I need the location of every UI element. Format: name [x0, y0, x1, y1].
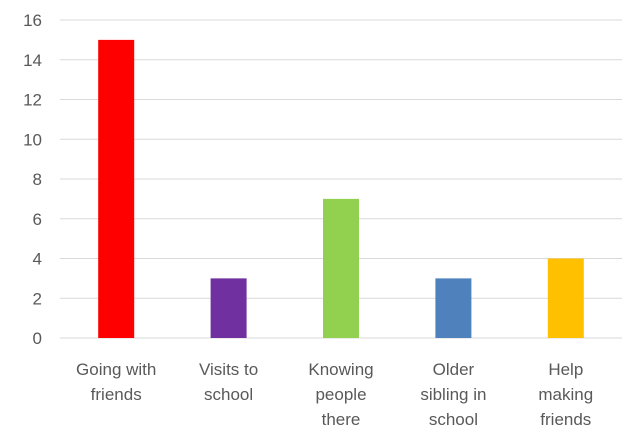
bar: [323, 198, 359, 338]
x-tick-label: Older sibling in school: [420, 360, 486, 429]
x-tick-label: Help making friends: [538, 360, 593, 429]
gridlines: [60, 19, 622, 339]
y-tick-label: 6: [33, 210, 42, 229]
y-tick-label: 12: [23, 91, 42, 110]
bar: [435, 278, 472, 338]
y-tick-label: 4: [33, 250, 42, 269]
bar: [547, 258, 584, 338]
y-tick-label: 8: [33, 170, 42, 189]
y-axis-ticks: 0 2 4 6 8 10 12 14 16: [23, 11, 42, 348]
y-tick-label: 10: [23, 130, 42, 149]
x-tick-label: Knowing people there: [308, 360, 373, 429]
bars: [98, 39, 584, 338]
y-tick-label: 16: [23, 11, 42, 30]
x-axis-ticks: Going with friends Visits to school Knowing p…: [76, 360, 593, 429]
bar: [98, 39, 135, 338]
y-tick-label: 14: [23, 51, 42, 70]
y-tick-label: 0: [33, 329, 42, 348]
x-tick-label: Going with friends: [76, 360, 156, 404]
y-tick-label: 2: [33, 289, 42, 308]
x-tick-label: Visits to school: [199, 360, 258, 404]
bar: [210, 278, 247, 338]
